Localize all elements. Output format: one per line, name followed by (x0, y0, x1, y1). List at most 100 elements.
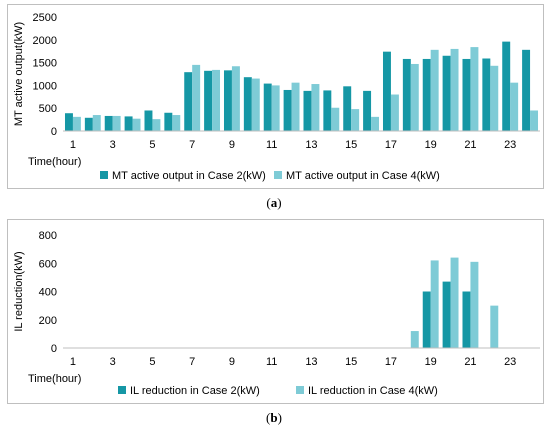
bar-case4 (112, 115, 121, 131)
legend-entry: MT active output in Case 4(kW) (286, 170, 440, 182)
bar-case4 (490, 65, 499, 131)
y-tick-label: 800 (39, 230, 57, 242)
y-tick-label: 200 (39, 315, 57, 327)
bar-case2 (522, 49, 531, 131)
x-tick-label: 9 (229, 139, 235, 151)
x-tick-label: 23 (504, 356, 516, 368)
y-axis-label: MT active output(kW) (13, 22, 25, 126)
x-axis-label: Time(hour) (28, 156, 81, 168)
bar-case2 (462, 291, 471, 348)
bar-case2 (343, 86, 352, 131)
bar-case2 (64, 113, 73, 131)
bar-case4 (450, 257, 459, 348)
bar-case2 (243, 77, 252, 131)
panel-a-frame: 0 500 1000 1500 2000 2500 MT active output(kW)… (7, 4, 544, 189)
x-tick-label: 1 (70, 139, 76, 151)
x-tick-label: 17 (385, 139, 397, 151)
bar-case2 (104, 115, 113, 131)
legend-swatch (296, 386, 304, 394)
x-tick-label: 7 (189, 139, 195, 151)
bar-case4 (212, 69, 221, 131)
x-tick-label: 19 (425, 356, 437, 368)
bar-case2 (184, 72, 193, 131)
x-tick-label: 11 (266, 139, 277, 151)
panel-b-frame: 0 200 400 600 800 IL reduction(kW) 1 3 5 7 9 11 13 15… (7, 219, 544, 404)
bar-case2 (442, 55, 451, 132)
bar-case2 (124, 116, 133, 131)
bar-case4 (251, 78, 260, 131)
bar-case2 (263, 83, 272, 131)
bar-case4 (410, 331, 419, 348)
bar-case4 (530, 110, 539, 131)
y-tick-label: 400 (39, 287, 57, 299)
bar-case4 (132, 118, 141, 131)
bar-case4 (192, 64, 201, 131)
bar-case2 (303, 90, 312, 131)
x-tick-label: 21 (464, 139, 476, 151)
x-tick-label: 15 (345, 356, 357, 368)
bar-case2 (442, 281, 451, 348)
bar-case4 (490, 305, 499, 349)
y-tick-label: 600 (39, 258, 57, 270)
bar-case2 (422, 291, 431, 348)
x-tick-label: 19 (425, 139, 437, 151)
bar-case2 (363, 90, 372, 131)
legend-entry: IL reduction in Case 4(kW) (308, 385, 438, 397)
bar-case4 (231, 66, 240, 131)
bar-case2 (283, 89, 292, 131)
bar-case4 (331, 107, 340, 131)
legend-swatch (118, 386, 126, 394)
bar-case2 (422, 58, 431, 132)
x-tick-label: 17 (385, 356, 397, 368)
bar-case2 (382, 51, 391, 131)
x-tick-label: 3 (110, 356, 116, 368)
bar-case2 (462, 58, 471, 132)
y-tick-label: 1000 (33, 80, 57, 92)
bar-case4 (410, 63, 419, 131)
bar-case2 (482, 58, 491, 131)
x-axis-label: Time(hour) (28, 373, 81, 385)
legend-entry: IL reduction in Case 2(kW) (130, 385, 260, 397)
bar-case4 (371, 116, 380, 131)
x-tick-label: 7 (189, 356, 195, 368)
bar-case4 (510, 82, 519, 131)
x-tick-label: 21 (464, 356, 476, 368)
bar-case2 (223, 70, 232, 131)
bar-case2 (502, 41, 511, 132)
x-tick-label: 13 (305, 139, 317, 151)
x-tick-label: 11 (266, 356, 277, 368)
bar-case2 (402, 58, 411, 132)
y-tick-label: 2500 (33, 12, 57, 24)
y-tick-label: 0 (51, 126, 57, 138)
bar-case4 (291, 82, 300, 131)
bar-case2 (204, 70, 213, 131)
x-tick-label: 13 (305, 356, 317, 368)
y-tick-label: 1500 (33, 58, 57, 70)
x-tick-label: 5 (149, 356, 155, 368)
bar-case4 (470, 47, 479, 131)
bar-case4 (470, 261, 479, 348)
bar-case4 (92, 115, 101, 131)
legend-swatch (100, 171, 108, 179)
panel-a-label: (a) (266, 195, 282, 210)
bar-case4 (351, 109, 360, 131)
x-tick-label: 15 (345, 139, 357, 151)
y-axis-label: IL reduction(kW) (13, 251, 25, 331)
legend-entry: MT active output in Case 2(kW) (112, 170, 266, 182)
bar-case4 (430, 49, 439, 131)
chart-mt-active-output: 0 500 1000 1500 2000 2500 MT active output(kW)… (13, 12, 540, 182)
panel-a-letter: a (270, 195, 278, 210)
bar-case4 (450, 48, 459, 131)
bar-case4 (390, 94, 399, 131)
panel-b-letter: b (270, 410, 278, 425)
x-tick-label: 23 (504, 139, 516, 151)
y-tick-label: 500 (39, 103, 57, 115)
bar-case4 (311, 84, 320, 131)
bar-case2 (84, 117, 93, 131)
legend-swatch (274, 171, 282, 179)
bar-case2 (144, 110, 153, 131)
x-tick-label: 5 (149, 139, 155, 151)
x-tick-label: 3 (110, 139, 116, 151)
